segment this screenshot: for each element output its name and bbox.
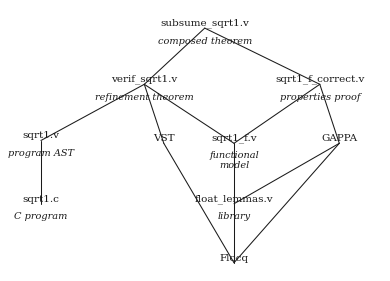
Text: program AST: program AST xyxy=(8,149,74,158)
Text: refinement theorem: refinement theorem xyxy=(95,93,194,102)
Text: sqrt1.v: sqrt1.v xyxy=(23,132,59,140)
Text: verif_sqrt1.v: verif_sqrt1.v xyxy=(111,75,177,84)
Text: float_lemmas.v: float_lemmas.v xyxy=(195,194,273,204)
Text: properties proof: properties proof xyxy=(280,93,360,102)
Text: sqrt1_f.v: sqrt1_f.v xyxy=(211,134,257,143)
Text: sqrt1.c: sqrt1.c xyxy=(23,195,59,204)
Text: sqrt1_f_correct.v: sqrt1_f_correct.v xyxy=(275,75,365,84)
Text: functional
model: functional model xyxy=(209,151,259,170)
Text: C program: C program xyxy=(14,212,67,221)
Text: Flocq: Flocq xyxy=(220,254,248,263)
Text: composed theorem: composed theorem xyxy=(158,37,252,46)
Text: VST: VST xyxy=(153,134,175,143)
Text: GAPPA: GAPPA xyxy=(321,134,357,143)
Text: library: library xyxy=(218,212,250,221)
Text: subsume_sqrt1.v: subsume_sqrt1.v xyxy=(160,19,249,28)
